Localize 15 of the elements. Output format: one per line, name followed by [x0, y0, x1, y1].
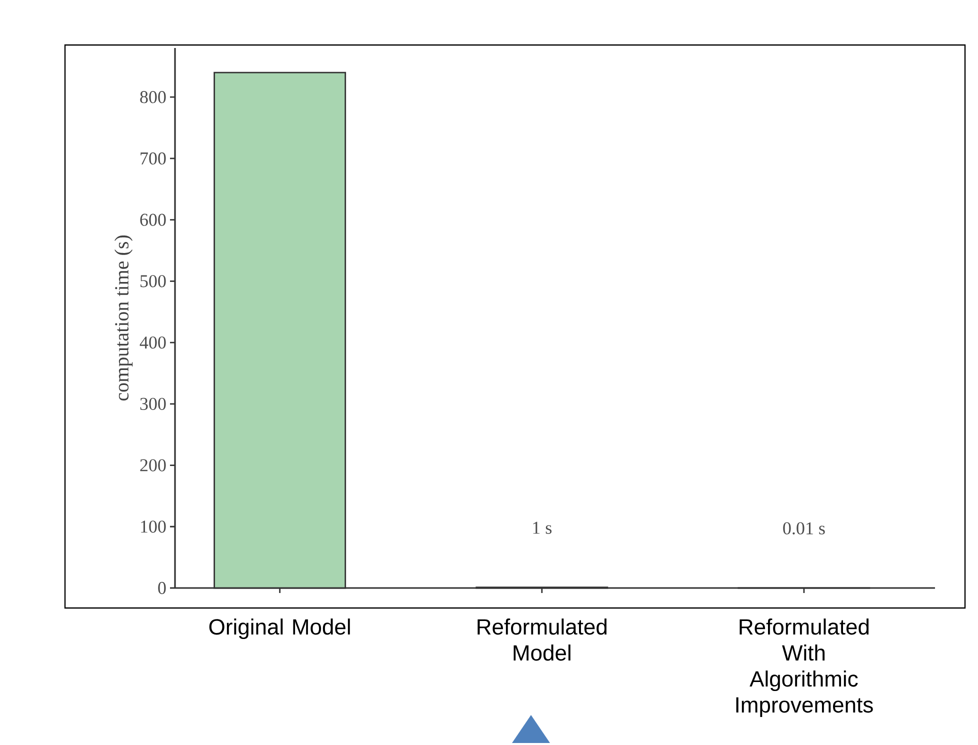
y-tick-label: 800 [140, 91, 166, 104]
x-tick-label: Original Model [209, 618, 350, 640]
y-tick-label: 300 [140, 398, 166, 410]
x-tick-label: Reformulated With Algorithmic Improvements [736, 618, 873, 718]
data-label: 1 s [533, 522, 552, 534]
y-tick-label: 400 [140, 336, 166, 349]
y-tick-label: 500 [140, 275, 166, 288]
data-label: 0.01 s [783, 522, 825, 534]
x-tick-label: Reformulated Model [478, 618, 606, 661]
y-tick-label: 200 [140, 459, 166, 472]
y-axis-title: computation time (s) [114, 236, 133, 401]
y-tick-label: 700 [140, 152, 166, 165]
y-tick-label: 600 [140, 214, 166, 226]
y-tick-label: 100 [141, 520, 166, 533]
y-tick-label: 0 [158, 582, 166, 594]
